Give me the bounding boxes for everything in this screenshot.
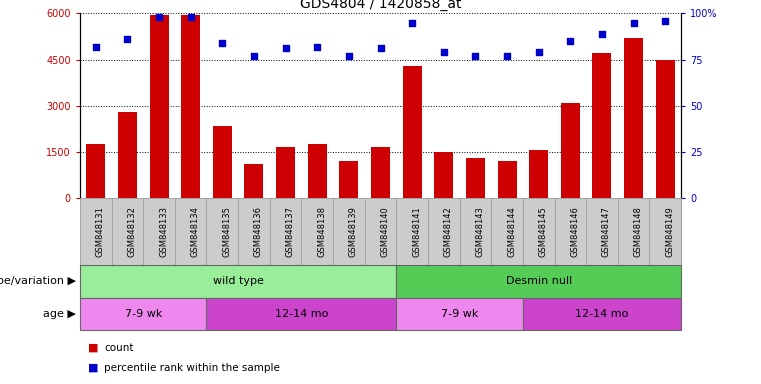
Text: 12-14 mo: 12-14 mo (275, 309, 328, 319)
Bar (593, 53, 612, 198)
Point (659, 18, 671, 24)
Text: GSM848146: GSM848146 (570, 206, 579, 257)
Text: 7-9 wk: 7-9 wk (441, 309, 479, 319)
Point (438, 49, 450, 55)
Point (406, 20, 419, 26)
Bar (181, 15, 200, 198)
Text: GSM848141: GSM848141 (412, 206, 421, 257)
Point (533, 49, 545, 55)
Text: ■: ■ (88, 343, 98, 353)
Point (216, 40, 228, 46)
Text: GSM848138: GSM848138 (317, 206, 326, 257)
Title: GDS4804 / 1420858_at: GDS4804 / 1420858_at (300, 0, 461, 11)
Text: GSM848139: GSM848139 (349, 206, 358, 257)
Text: 7-9 wk: 7-9 wk (125, 309, 162, 319)
Text: GSM848149: GSM848149 (665, 206, 674, 257)
Text: age ▶: age ▶ (43, 309, 76, 319)
Text: GSM848148: GSM848148 (634, 206, 642, 257)
Text: wild type: wild type (212, 276, 263, 286)
Bar (118, 112, 137, 198)
Bar (561, 103, 580, 198)
Text: 12-14 mo: 12-14 mo (575, 309, 629, 319)
Point (564, 38, 576, 44)
Text: Desmin null: Desmin null (505, 276, 572, 286)
Bar (244, 164, 263, 198)
Text: percentile rank within the sample: percentile rank within the sample (104, 362, 280, 373)
Point (470, 53, 482, 59)
Text: GSM848136: GSM848136 (254, 206, 263, 257)
Bar (656, 60, 675, 198)
Point (90, 43, 102, 50)
Bar (466, 158, 485, 198)
Bar (403, 66, 422, 198)
Bar (498, 161, 517, 198)
Text: GSM848143: GSM848143 (476, 206, 485, 257)
Point (121, 36, 133, 42)
Text: GSM848144: GSM848144 (507, 206, 516, 257)
Point (248, 53, 260, 59)
Text: GSM848135: GSM848135 (222, 206, 231, 257)
Bar (86, 144, 105, 198)
Point (279, 45, 291, 51)
Point (628, 20, 640, 26)
Text: ■: ■ (88, 362, 98, 373)
Text: GSM848134: GSM848134 (191, 206, 199, 257)
Point (311, 43, 323, 50)
Bar (276, 147, 295, 198)
Text: count: count (104, 343, 134, 353)
Bar (624, 38, 643, 198)
Bar (371, 147, 390, 198)
Bar (435, 152, 454, 198)
Text: GSM848137: GSM848137 (285, 206, 295, 257)
Point (501, 53, 513, 59)
Point (596, 31, 608, 37)
Bar (339, 161, 358, 198)
Point (185, 14, 197, 20)
Text: GSM848145: GSM848145 (539, 206, 548, 257)
Point (342, 53, 355, 59)
Bar (149, 15, 168, 198)
Bar (529, 150, 548, 198)
Bar (213, 126, 232, 198)
Text: GSM848131: GSM848131 (96, 206, 105, 257)
Text: GSM848133: GSM848133 (159, 206, 168, 257)
Text: GSM848140: GSM848140 (380, 206, 390, 257)
Text: GSM848142: GSM848142 (444, 206, 453, 257)
Text: genotype/variation ▶: genotype/variation ▶ (0, 276, 76, 286)
Point (374, 45, 387, 51)
Point (153, 14, 165, 20)
Text: GSM848147: GSM848147 (602, 206, 611, 257)
Text: GSM848132: GSM848132 (127, 206, 136, 257)
Bar (307, 144, 326, 198)
